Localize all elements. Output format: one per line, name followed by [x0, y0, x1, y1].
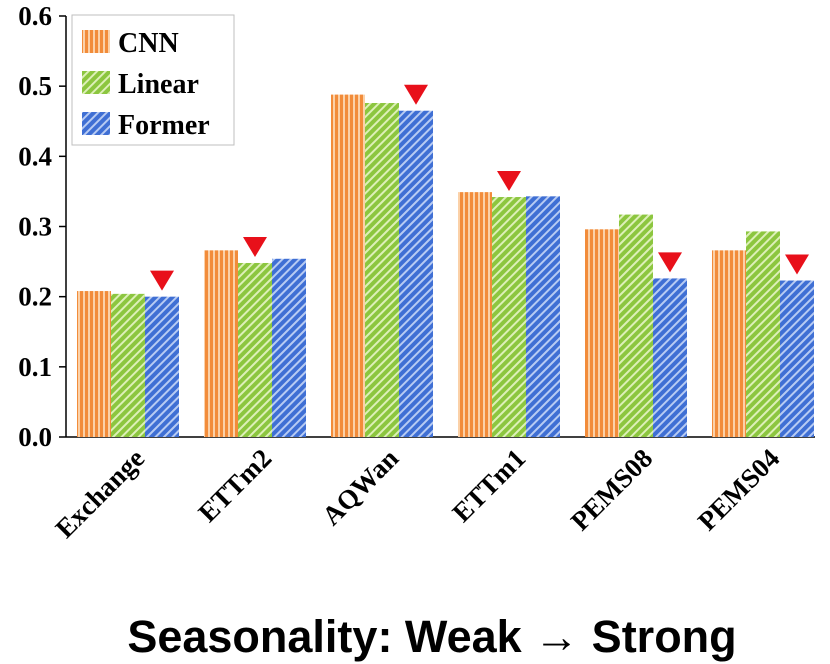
bars — [77, 94, 814, 438]
x-tick-label: ETTm1 — [446, 443, 531, 528]
y-tick-label: 0.4 — [18, 141, 52, 171]
bar-former-exchange — [145, 296, 179, 437]
legend-swatch-former — [82, 112, 110, 135]
legend-swatch-cnn — [82, 30, 110, 53]
best-marker-aqwan — [404, 84, 428, 105]
best-marker-pems04 — [785, 254, 809, 275]
y-tick-label: 0.6 — [18, 1, 52, 31]
bar-linear-ettm1 — [492, 197, 526, 437]
x-axis-tick-labels: Exchange ETTm2 AQWan ETTm1 PEMS08 PEMS04 — [49, 443, 785, 544]
bar-cnn-exchange — [77, 291, 111, 437]
x-tick-label: Exchange — [49, 443, 150, 544]
bar-former-ettm2 — [272, 258, 306, 437]
best-marker-exchange — [150, 270, 174, 291]
bar-cnn-ettm1 — [458, 192, 492, 437]
bar-linear-pems04 — [746, 231, 780, 437]
best-marker-ettm2 — [243, 236, 267, 257]
y-tick-label: 0.0 — [18, 422, 52, 452]
bar-linear-aqwan — [365, 103, 399, 438]
x-axis-title: Seasonality: Weak → Strong — [127, 611, 736, 662]
y-tick-label: 0.1 — [18, 352, 52, 382]
y-axis-ticks: 0.0 0.1 0.2 0.3 0.4 0.5 0.6 — [18, 1, 66, 452]
y-tick-label: 0.2 — [18, 282, 52, 312]
bar-cnn-pems04 — [712, 250, 746, 437]
bar-cnn-ettm2 — [204, 250, 238, 437]
legend-label-cnn: CNN — [118, 28, 179, 59]
x-tick-label: PEMS04 — [692, 443, 785, 536]
bar-linear-pems08 — [619, 214, 653, 437]
legend-label-linear: Linear — [118, 69, 199, 100]
best-markers — [150, 84, 809, 291]
best-marker-pems08 — [658, 252, 682, 273]
bar-linear-exchange — [111, 293, 145, 437]
legend: CNN Linear Former — [71, 14, 235, 146]
x-tick-label: ETTm2 — [192, 443, 277, 528]
bar-cnn-pems08 — [585, 229, 619, 437]
x-tick-label: AQWan — [316, 443, 404, 531]
x-tick-label: PEMS08 — [565, 443, 658, 536]
bar-former-pems04 — [780, 280, 814, 437]
bar-former-ettm1 — [526, 196, 560, 437]
bar-former-pems08 — [653, 278, 687, 437]
bar-linear-ettm2 — [238, 262, 272, 437]
y-tick-label: 0.5 — [18, 71, 52, 101]
bar-former-aqwan — [399, 110, 433, 437]
y-tick-label: 0.3 — [18, 212, 52, 242]
legend-swatch-linear — [82, 71, 110, 94]
bar-cnn-aqwan — [331, 94, 365, 437]
best-marker-ettm1 — [497, 171, 521, 192]
legend-label-former: Former — [118, 110, 210, 141]
